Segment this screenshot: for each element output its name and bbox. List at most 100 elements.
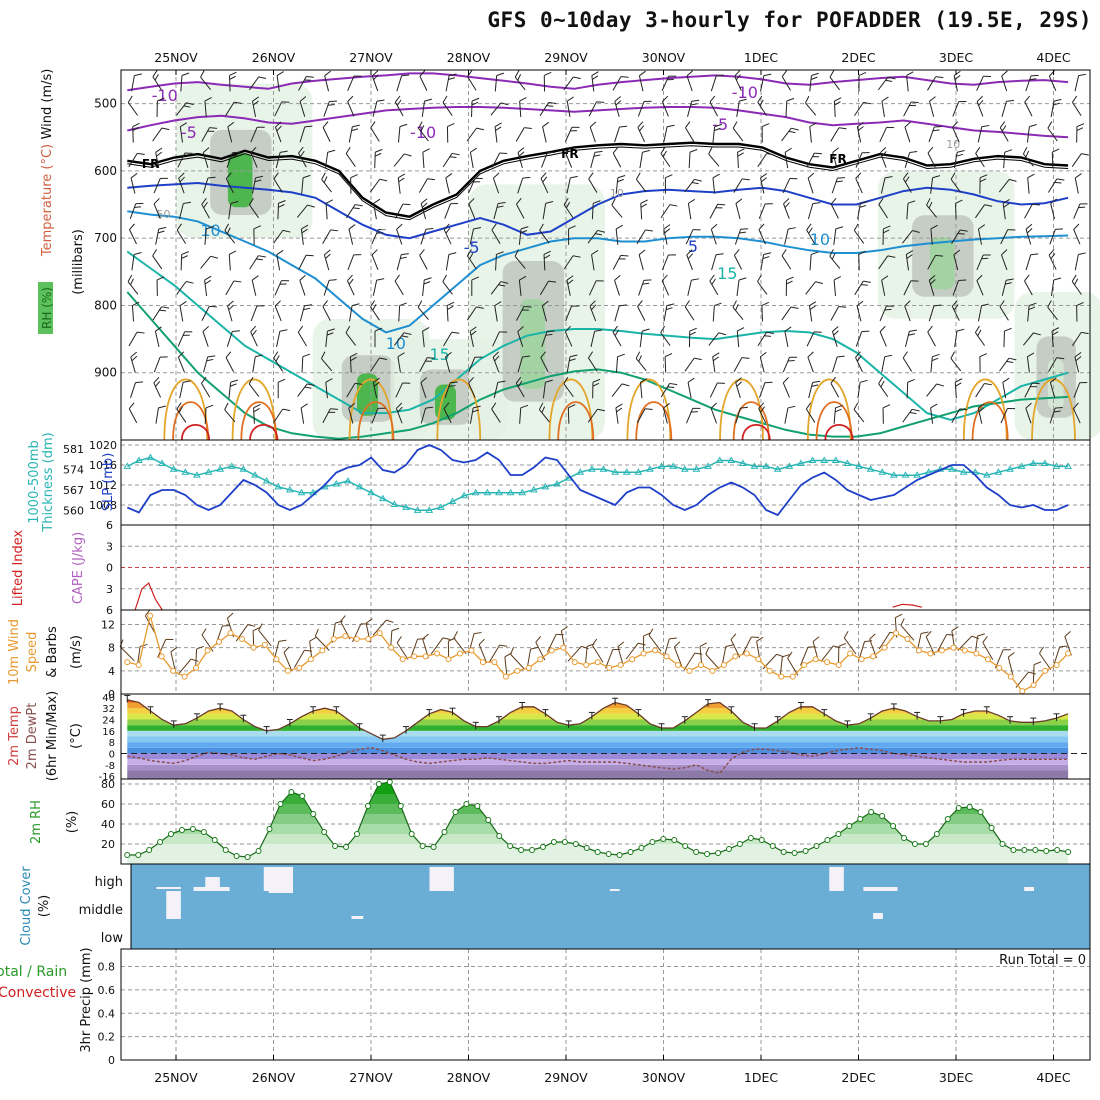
rh-marker (955, 805, 962, 811)
barb-staff (179, 382, 184, 399)
wind-barb (1072, 331, 1089, 347)
barb-staff (648, 635, 662, 652)
barb-flag (1001, 70, 1008, 77)
barb-staff (660, 383, 671, 398)
barb-staff (490, 281, 502, 295)
barb-flag (715, 207, 723, 209)
wind-barb (131, 73, 142, 92)
barb-staff (152, 127, 163, 142)
barb-flag (710, 223, 718, 230)
barb-flag (590, 304, 597, 311)
barb-flag (956, 328, 965, 332)
barb-flag (497, 201, 506, 205)
barb-flag (635, 351, 641, 359)
barb-flag (861, 330, 870, 333)
barb-flag (154, 74, 159, 81)
barb-flag (979, 353, 988, 358)
wind-barb (156, 276, 165, 296)
barb-flag (955, 378, 963, 383)
wind-barb (611, 383, 630, 397)
barb-staff (228, 203, 232, 220)
precip-frame (120, 948, 1091, 1061)
surface-wind-barb (1007, 652, 1015, 677)
date-label-bottom: 3DEC (939, 1070, 973, 1085)
barb-flag (782, 654, 790, 658)
wind-barb (930, 175, 941, 194)
barb-flag (617, 178, 624, 183)
rh-marker (911, 841, 918, 847)
barb-flag (909, 151, 918, 153)
surface-wind-barb (453, 631, 467, 655)
wind-barb (708, 146, 720, 167)
barb-staff (950, 178, 961, 193)
barb-flag (712, 352, 720, 358)
barb-flag (1048, 249, 1055, 256)
barb-flag (182, 380, 191, 383)
barb-staff (299, 101, 306, 117)
barb-staff (324, 75, 330, 92)
cloud-bar (263, 867, 293, 891)
thickness-tick-label: 560 (63, 504, 84, 517)
barb-flag (449, 156, 457, 159)
wind-speed-marker (847, 650, 854, 657)
barb-staff (346, 204, 356, 219)
wind-barb (951, 408, 968, 423)
barb-staff (857, 382, 861, 399)
wind-axis-label-2: Speed (25, 632, 40, 673)
wind-barb (372, 99, 385, 117)
barb-staff (155, 152, 160, 169)
rh-marker (178, 827, 185, 833)
barb-staff (469, 152, 474, 169)
temp-tick-label: 8 (109, 738, 115, 749)
wind-barb (253, 403, 261, 424)
barb-staff (779, 656, 783, 677)
wind-barb (519, 404, 529, 424)
barb-staff (419, 357, 428, 372)
barb-flag (712, 356, 720, 362)
barb-staff (953, 254, 959, 271)
barb-flag (190, 658, 199, 662)
barb-staff (297, 383, 308, 397)
barb-staff (709, 203, 718, 219)
barb-flag (419, 249, 425, 256)
warm-contour (357, 401, 395, 441)
barb-flag (202, 326, 209, 332)
barb-flag (1059, 645, 1068, 648)
cloud-bar (268, 891, 293, 893)
barb-flag (279, 283, 287, 285)
barb-staff (953, 75, 958, 92)
barb-staff (830, 306, 840, 321)
barb-flag (730, 633, 737, 640)
barb-staff (541, 152, 548, 168)
surface-wind-barb (779, 654, 790, 677)
contour-label: -10 (152, 86, 178, 105)
wind-barb (591, 200, 601, 220)
barb-flag (327, 328, 335, 332)
barb-staff (930, 356, 933, 373)
barb-flag (301, 228, 308, 234)
barb-staff (128, 153, 138, 168)
rh-marker (594, 849, 601, 855)
wind-barb (979, 174, 988, 194)
barb-staff (737, 152, 739, 169)
barb-staff (566, 280, 571, 296)
barb-staff (325, 203, 328, 220)
wind-barb (758, 381, 773, 398)
barb-staff (955, 203, 957, 220)
wind-barb (492, 331, 508, 347)
barb-flag (955, 382, 962, 387)
barb-flag (256, 305, 265, 307)
wind-speed-marker (1065, 650, 1072, 657)
barb-flag (224, 402, 229, 410)
wind-frame (120, 609, 1091, 695)
barb-flag (953, 249, 961, 256)
barb-flag (591, 250, 599, 255)
wind-barb (903, 280, 919, 296)
rh-marker (518, 847, 525, 853)
barb-flag (694, 357, 702, 361)
barb-flag (144, 609, 151, 617)
barb-staff (297, 331, 307, 347)
barb-flag (907, 200, 916, 204)
barb-flag (902, 172, 909, 180)
